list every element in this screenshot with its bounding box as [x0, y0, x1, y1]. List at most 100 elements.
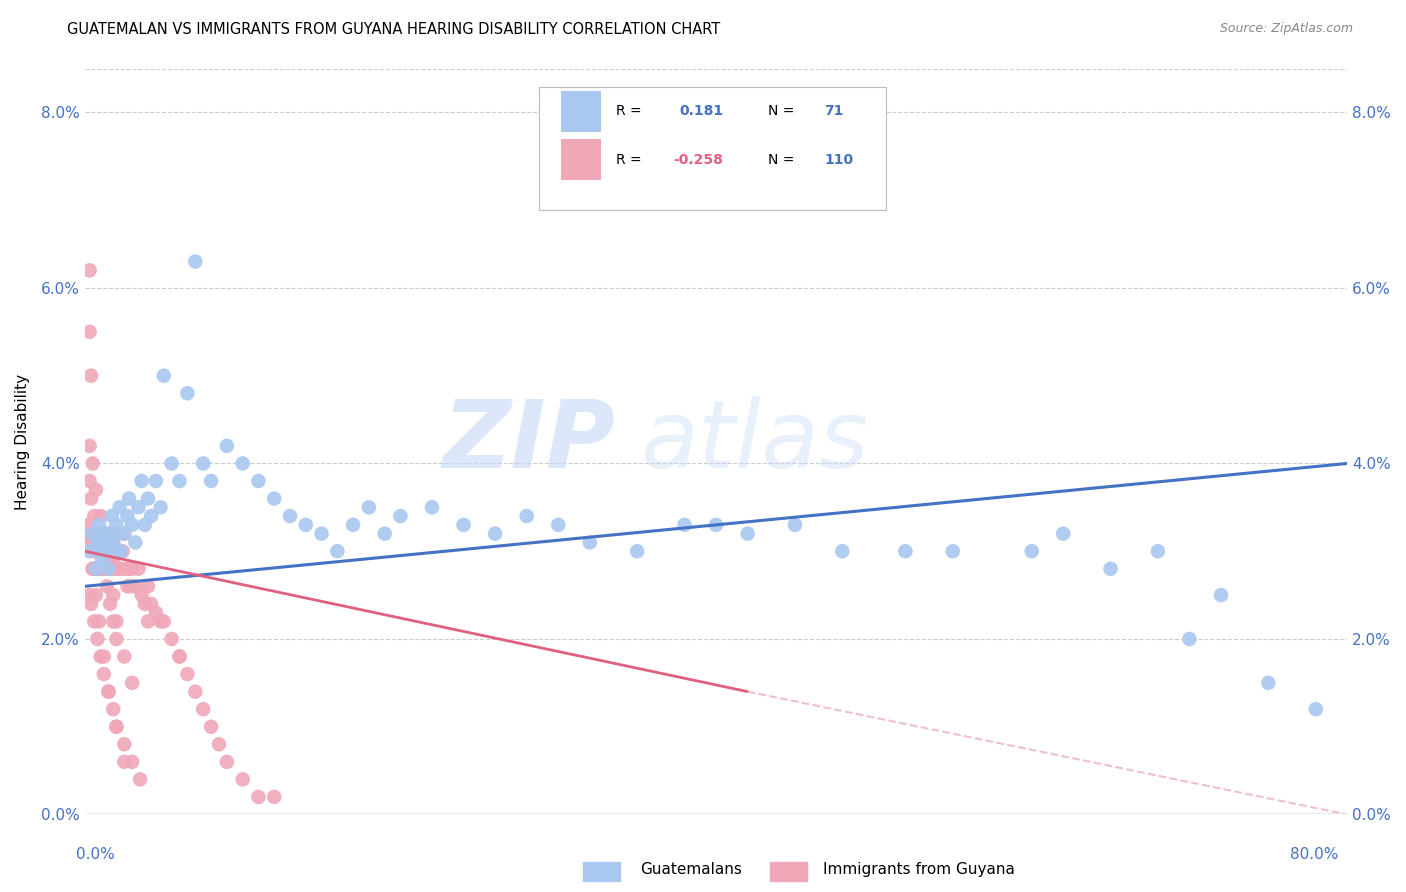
Point: [311, 526, 333, 541]
Point: [93, 667, 115, 681]
Point: [232, 772, 254, 787]
Point: [84, 483, 107, 497]
Point: [105, 615, 128, 629]
Point: [84, 562, 107, 576]
Point: [118, 491, 141, 506]
Point: [484, 526, 506, 541]
Point: [90, 544, 112, 558]
Point: [200, 720, 222, 734]
Point: [110, 562, 132, 576]
Point: [176, 386, 198, 401]
Point: [100, 544, 122, 558]
Point: [86, 632, 108, 646]
Point: [103, 588, 125, 602]
Point: [97, 684, 120, 698]
Point: [105, 544, 128, 558]
Point: [160, 632, 183, 646]
Point: [87, 615, 110, 629]
Point: [96, 579, 118, 593]
Point: [86, 526, 108, 541]
Point: [208, 737, 231, 751]
Point: [124, 535, 146, 549]
Point: [98, 562, 121, 576]
Text: Source: ZipAtlas.com: Source: ZipAtlas.com: [1219, 22, 1353, 36]
Point: [145, 606, 167, 620]
Point: [152, 615, 174, 629]
Point: [80, 491, 103, 506]
Point: [136, 579, 159, 593]
Point: [131, 588, 153, 602]
Point: [103, 535, 125, 549]
Point: [673, 517, 696, 532]
Point: [97, 553, 120, 567]
Point: [112, 755, 135, 769]
Point: [149, 500, 172, 515]
Text: 0.0%: 0.0%: [76, 847, 115, 862]
Text: Immigrants from Guyana: Immigrants from Guyana: [823, 863, 1014, 877]
Text: 0.181: 0.181: [679, 104, 724, 119]
Point: [120, 579, 142, 593]
Point: [139, 509, 162, 524]
Point: [82, 526, 104, 541]
Point: [105, 632, 128, 646]
Text: 71: 71: [825, 104, 844, 119]
Point: [357, 500, 380, 515]
Point: [104, 544, 127, 558]
Text: 80.0%: 80.0%: [1291, 847, 1339, 862]
Point: [90, 544, 112, 558]
Point: [149, 615, 172, 629]
Point: [103, 553, 125, 567]
Point: [96, 544, 118, 558]
Point: [79, 263, 101, 277]
Point: [184, 684, 207, 698]
Point: [128, 562, 150, 576]
Point: [104, 544, 127, 558]
Point: [215, 755, 238, 769]
Point: [145, 474, 167, 488]
Point: [139, 597, 162, 611]
Point: [111, 544, 134, 558]
Point: [93, 526, 115, 541]
Point: [342, 517, 364, 532]
Point: [160, 457, 183, 471]
Point: [169, 649, 191, 664]
Point: [104, 562, 127, 576]
Point: [1099, 562, 1122, 576]
Point: [626, 544, 648, 558]
Point: [103, 615, 125, 629]
Point: [98, 544, 121, 558]
Point: [97, 562, 120, 576]
Point: [121, 562, 143, 576]
Text: ZIP: ZIP: [443, 395, 614, 488]
Point: [134, 517, 156, 532]
Text: R =: R =: [616, 104, 643, 119]
Point: [108, 500, 131, 515]
Y-axis label: Hearing Disability: Hearing Disability: [15, 374, 30, 509]
Point: [105, 526, 128, 541]
Point: [105, 517, 128, 532]
Point: [110, 544, 132, 558]
Point: [79, 325, 101, 339]
Point: [578, 535, 600, 549]
Point: [82, 562, 104, 576]
Point: [232, 457, 254, 471]
Point: [112, 526, 135, 541]
Point: [1257, 676, 1279, 690]
Point: [82, 457, 104, 471]
Point: [112, 649, 135, 664]
Point: [90, 526, 112, 541]
Point: [176, 667, 198, 681]
Point: [86, 544, 108, 558]
Point: [105, 720, 128, 734]
Point: [80, 368, 103, 383]
Point: [1209, 588, 1232, 602]
Point: [93, 544, 115, 558]
Point: [84, 535, 107, 549]
Point: [83, 615, 105, 629]
Point: [94, 562, 117, 576]
Point: [93, 649, 115, 664]
Point: [82, 562, 104, 576]
Point: [86, 526, 108, 541]
Point: [193, 702, 215, 716]
Point: [169, 474, 191, 488]
